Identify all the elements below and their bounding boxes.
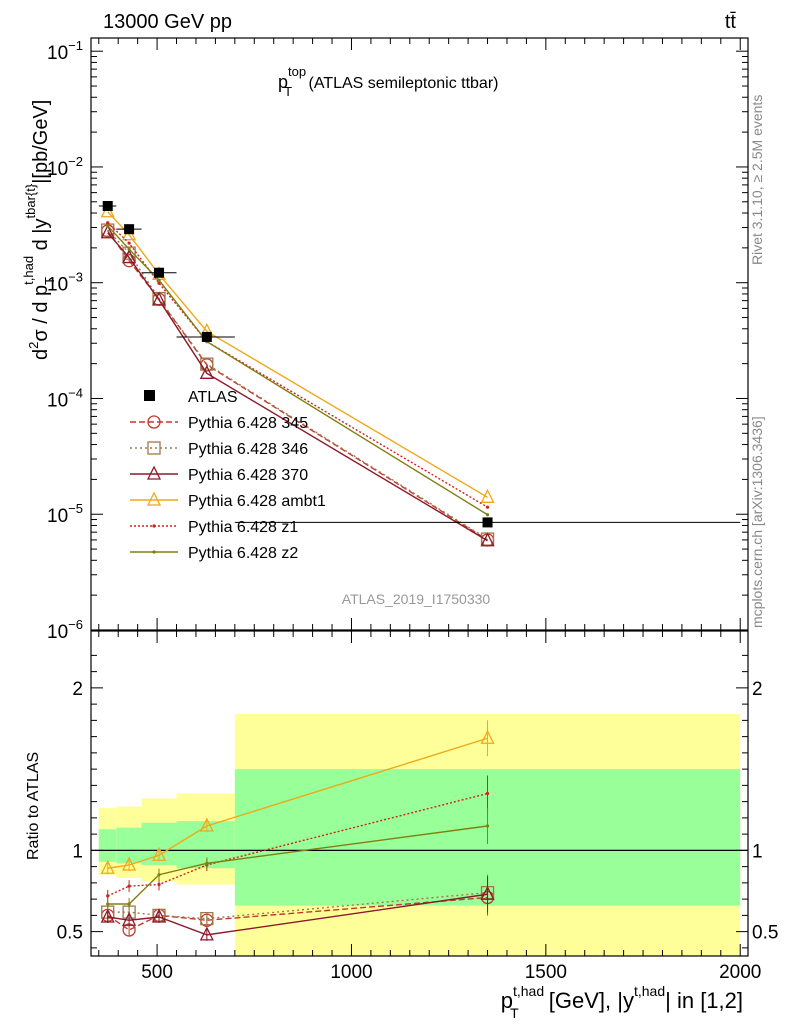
ratio-series-point xyxy=(100,859,115,874)
ratio-series-point xyxy=(480,729,495,744)
ratio-series-point xyxy=(122,911,137,926)
main-series-point xyxy=(151,291,167,306)
atlas-data-point xyxy=(154,267,165,278)
main-series-point xyxy=(480,532,495,547)
ratio-y-tick-label-right: 0.5 xyxy=(752,923,778,944)
legend-label: Pythia 6.428 345 xyxy=(188,415,308,432)
ratio-series-point xyxy=(106,902,110,906)
legend-label: Pythia 6.428 346 xyxy=(188,441,308,458)
ratio-y-axis-label: Ratio to ATLAS xyxy=(25,752,42,860)
x-tick-label: 1000 xyxy=(330,962,372,983)
ratio-series-point xyxy=(157,873,161,877)
legend-marker xyxy=(146,491,162,506)
main-y-axis-label: d2σ / d pTt,had d |ytbar{t}|[pb/GeV] xyxy=(21,100,57,360)
mcplots-label: mcplots.cern.ch [arXiv:1306.3436] xyxy=(749,416,765,628)
atlas-data-point xyxy=(201,331,212,342)
ratio-series-point xyxy=(106,894,110,898)
main-panel-series xyxy=(98,200,741,547)
main-series-point xyxy=(122,249,137,264)
main-series-point xyxy=(122,246,136,260)
ratio-panel-series xyxy=(100,720,495,941)
legend-label: Pythia 6.428 z2 xyxy=(188,545,298,562)
main-y-tick-label: 10−1 xyxy=(47,38,83,64)
legend-marker-atlas xyxy=(144,390,155,401)
axes-frames: 10−6 10−5 10−4 10−3 10−2 10−1 500 1000 1500 2000 0… xyxy=(47,37,778,983)
legend-marker xyxy=(147,441,161,455)
ratio-series-point xyxy=(122,856,137,871)
x-axis-label: pt,had T [GeV], |yt,had| in [1,2] xyxy=(501,983,743,1021)
main-y-tick-label: 10−6 xyxy=(47,617,83,643)
atlas-data-point xyxy=(482,517,493,528)
legend-label: Pythia 6.428 ambt1 xyxy=(188,493,326,510)
main-series-line xyxy=(107,229,488,540)
ratio-series-point xyxy=(200,911,214,926)
ratio-series-point xyxy=(485,791,490,796)
ratio-green-band xyxy=(98,829,117,862)
ratio-frame xyxy=(90,630,749,957)
ratio-series-point xyxy=(151,846,167,861)
main-frame xyxy=(90,37,749,631)
main-y-tick-label: 10−5 xyxy=(47,501,83,527)
ratio-series-point xyxy=(480,885,495,900)
legend-marker xyxy=(146,465,162,480)
legend-label: Pythia 6.428 370 xyxy=(188,467,308,484)
ratio-series-point xyxy=(199,817,214,832)
main-series-point xyxy=(127,247,131,251)
main-series-point xyxy=(106,224,110,228)
ratio-y-tick-label-right: 2 xyxy=(752,679,763,700)
legend-marker xyxy=(147,415,161,429)
energy-label: 13000 GeV pp xyxy=(103,11,232,33)
main-series-point xyxy=(106,221,110,225)
main-series-point xyxy=(122,254,136,268)
ratio-y-tick-label: 0.5 xyxy=(57,923,83,944)
analysis-id-label: ATLAS_2019_I1750330 xyxy=(342,591,491,607)
legend-label-atlas: ATLAS xyxy=(188,389,238,406)
process-label: tt̄ xyxy=(725,11,737,33)
main-y-tick-label: 10−2 xyxy=(47,154,83,180)
main-series-line xyxy=(107,222,488,508)
main-series-point xyxy=(199,364,214,379)
x-tick-label: 1500 xyxy=(525,962,567,983)
legend-label: Pythia 6.428 z1 xyxy=(188,519,298,536)
ratio-series-point xyxy=(205,861,209,865)
ratio-y-tick-label: 2 xyxy=(72,679,83,700)
main-series-line xyxy=(107,232,488,542)
ratio-series-point xyxy=(127,902,131,906)
legend-marker xyxy=(152,550,156,554)
x-tick-label: 500 xyxy=(141,962,173,983)
atlas-data-point xyxy=(102,200,113,211)
ratio-series-point xyxy=(199,926,214,941)
ratio-series-point xyxy=(151,908,167,923)
main-series-point xyxy=(127,241,131,245)
atlas-data-point xyxy=(124,224,135,235)
main-y-tick-label: 10−3 xyxy=(47,270,83,296)
ratio-y-tick-label: 1 xyxy=(72,841,83,862)
ratio-series-point xyxy=(100,908,115,923)
ratio-series-point xyxy=(485,824,490,828)
ratio-series-point xyxy=(127,884,131,888)
rivet-version-label: Rivet 3.1.10, ≥ 2.5M events xyxy=(749,95,765,265)
plot-title: ptop T (ATLAS semileptonic ttbar) xyxy=(278,64,498,99)
main-series-point xyxy=(100,224,115,239)
main-series-point xyxy=(485,505,490,509)
main-y-tick-label: 10−4 xyxy=(47,385,83,411)
x-tick-label: 2000 xyxy=(719,962,761,983)
legend: ATLAS Pythia 6.428 345 Pythia 6.428 346 Pyt… xyxy=(130,389,326,562)
ratio-series-point xyxy=(157,882,161,887)
legend-marker xyxy=(152,524,156,528)
main-series-point xyxy=(485,513,490,517)
ratio-y-tick-label-right: 1 xyxy=(752,841,763,862)
main-series-point xyxy=(157,278,161,282)
main-series-point xyxy=(480,488,495,503)
